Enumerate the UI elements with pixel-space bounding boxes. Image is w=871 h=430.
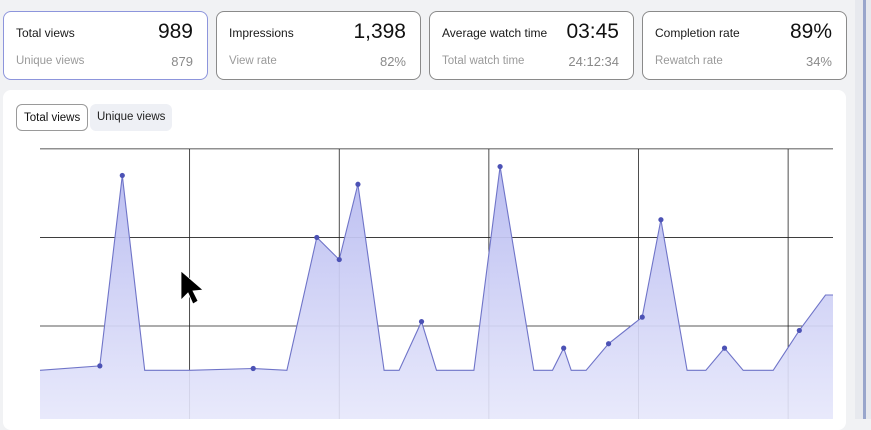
data-point (97, 363, 103, 369)
metric-value: 03:45 (566, 20, 619, 43)
arrow-pointer-icon (180, 270, 204, 305)
data-point (721, 345, 728, 351)
metric-sub-value: 82% (379, 54, 406, 69)
data-point (119, 172, 125, 179)
metric-value: 1,398 (353, 20, 406, 43)
metric-sub-value: 24:12:34 (568, 54, 619, 69)
views-area-chart (39, 148, 833, 419)
data-point (418, 318, 425, 325)
data-point (639, 314, 645, 320)
metric-title: Completion rate (655, 26, 740, 40)
metric-value: 89% (789, 20, 832, 43)
series-area (40, 166, 833, 419)
metric-sub-value: 34% (805, 54, 832, 69)
metric-title: Average watch time (442, 26, 548, 40)
data-point (605, 341, 612, 347)
data-point (250, 365, 256, 372)
data-point (314, 234, 320, 241)
metric-value: 989 (157, 20, 193, 43)
metric-card-average-watch-time[interactable]: Average watch time 03:45 Total watch tim… (429, 11, 634, 80)
data-point (497, 163, 503, 170)
window-edge (855, 0, 871, 419)
chart-markers (97, 163, 802, 372)
metric-title: Impressions (229, 26, 294, 40)
metric-cards: Total views 989 Unique views 879 Impress… (3, 11, 853, 82)
metric-sub-value: 879 (171, 54, 193, 69)
metric-sub-label: Unique views (16, 55, 85, 67)
data-point (561, 345, 567, 351)
data-point (336, 256, 342, 263)
metric-title: Total views (16, 26, 75, 40)
metric-sub-label: View rate (229, 55, 277, 67)
tab-unique-views[interactable]: Unique views (90, 104, 173, 131)
metric-card-total-views[interactable]: Total views 989 Unique views 879 (3, 11, 208, 80)
metric-card-impressions[interactable]: Impressions 1,398 View rate 82% (216, 11, 421, 80)
data-point (658, 217, 664, 223)
series-line (39, 166, 833, 371)
data-point (796, 327, 802, 334)
tab-total-views[interactable]: Total views (16, 104, 89, 131)
metric-sub-label: Rewatch rate (655, 55, 723, 67)
metric-card-completion-rate[interactable]: Completion rate 89% Rewatch rate 34% (642, 11, 847, 80)
chart-series (39, 166, 833, 419)
data-point (355, 181, 361, 187)
metric-sub-label: Total watch time (442, 55, 525, 67)
